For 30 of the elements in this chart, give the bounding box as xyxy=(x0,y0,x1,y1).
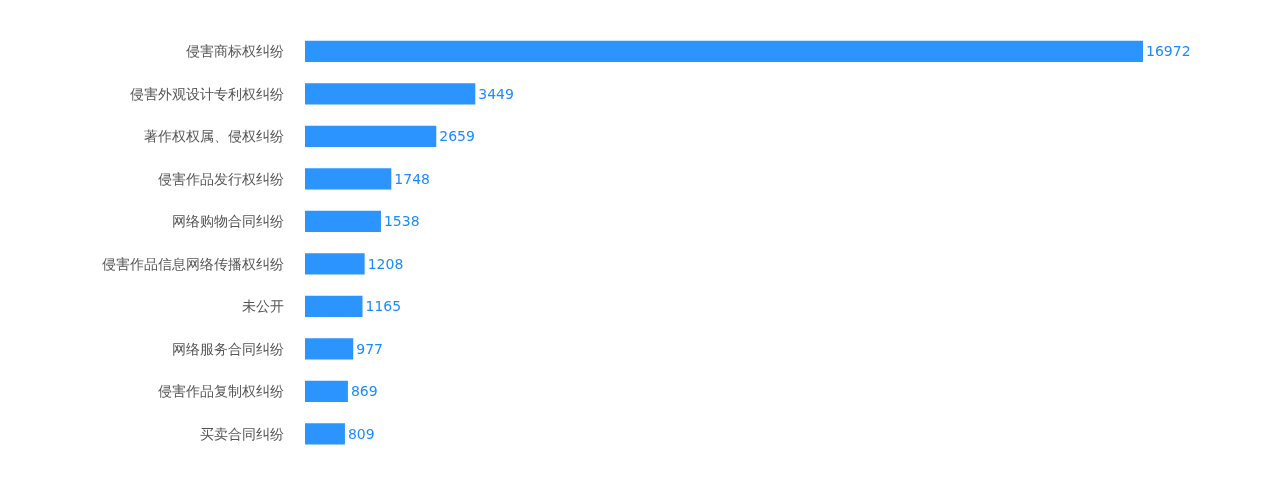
y-tick-label: 侵害作品发行权纠纷 xyxy=(158,170,284,187)
data-label: 1165 xyxy=(365,298,402,315)
y-tick-label: 侵害作品信息网络传播权纠纷 xyxy=(102,255,284,272)
y-tick-label: 网络服务合同纠纷 xyxy=(172,340,284,357)
y-tick-label: 侵害作品复制权纠纷 xyxy=(158,383,284,400)
data-label: 869 xyxy=(350,383,378,400)
bar xyxy=(305,125,437,147)
bar xyxy=(305,40,1143,62)
bar xyxy=(305,380,348,402)
bar xyxy=(305,168,392,190)
y-tick-label: 未公开 xyxy=(242,298,284,315)
data-label: 1748 xyxy=(394,170,430,187)
bar xyxy=(305,210,381,232)
y-tick-label: 侵害商标权纠纷 xyxy=(186,43,284,60)
bar xyxy=(305,83,476,105)
bar xyxy=(305,253,365,275)
data-label: 977 xyxy=(356,340,383,357)
bar xyxy=(305,423,345,445)
bar xyxy=(305,338,354,360)
data-label: 1538 xyxy=(383,213,420,230)
bar xyxy=(305,295,363,317)
data-label: 3449 xyxy=(478,85,514,102)
y-tick-label: 著作权权属、侵权纠纷 xyxy=(144,128,284,145)
data-label: 1208 xyxy=(367,255,404,272)
y-tick-label: 网络购物合同纠纷 xyxy=(172,213,284,230)
y-tick-label: 买卖合同纠纷 xyxy=(200,425,284,442)
data-label: 809 xyxy=(347,425,375,442)
data-label: 16972 xyxy=(1146,43,1191,60)
data-label: 2659 xyxy=(439,128,475,145)
y-tick-label: 侵害外观设计专利权纠纷 xyxy=(130,85,284,102)
